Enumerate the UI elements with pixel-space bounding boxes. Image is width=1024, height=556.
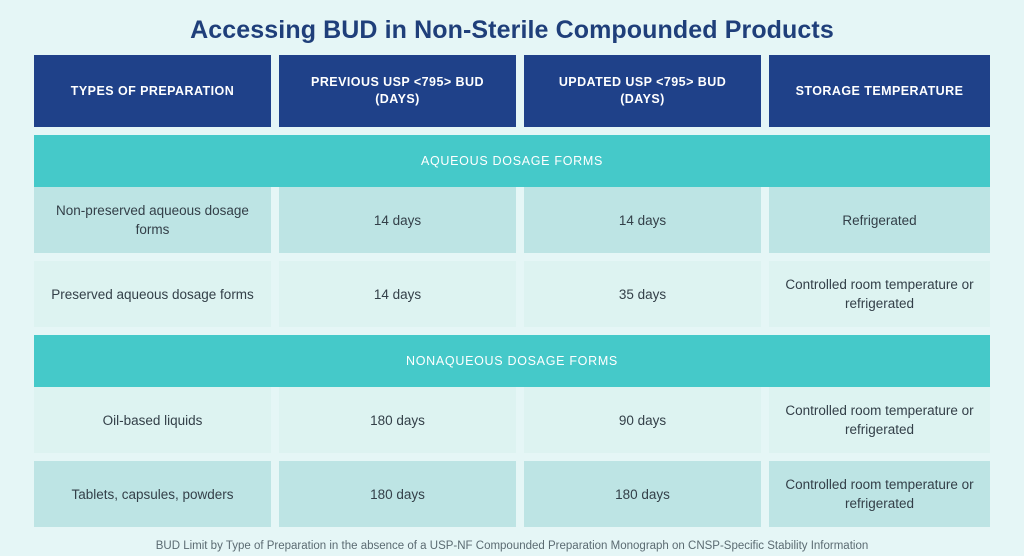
column-header-updated-bud: UPDATED USP <795> BUD (DAYS) [524, 55, 761, 127]
table-header-row: TYPES OF PREPARATION PREVIOUS USP <795> … [34, 55, 990, 127]
table-row: Preserved aqueous dosage forms 14 days 3… [34, 261, 990, 327]
table-row: Tablets, capsules, powders 180 days 180 … [34, 461, 990, 527]
cell-previous-bud: 180 days [279, 461, 516, 527]
cell-preparation: Tablets, capsules, powders [34, 461, 271, 527]
column-header-types-of-preparation: TYPES OF PREPARATION [34, 55, 271, 127]
cell-storage: Controlled room temperature or refrigera… [769, 461, 990, 527]
cell-storage: Refrigerated [769, 187, 990, 253]
cell-updated-bud: 180 days [524, 461, 761, 527]
cell-previous-bud: 14 days [279, 261, 516, 327]
cell-previous-bud: 180 days [279, 387, 516, 453]
page-title: Accessing BUD in Non-Sterile Compounded … [190, 16, 834, 44]
table-row: Non-preserved aqueous dosage forms 14 da… [34, 187, 990, 253]
bud-table: TYPES OF PREPARATION PREVIOUS USP <795> … [34, 55, 990, 527]
cell-updated-bud: 35 days [524, 261, 761, 327]
cell-preparation: Oil-based liquids [34, 387, 271, 453]
table-footnote: BUD Limit by Type of Preparation in the … [155, 540, 869, 552]
column-header-previous-bud: PREVIOUS USP <795> BUD (DAYS) [279, 55, 516, 127]
cell-storage: Controlled room temperature or refrigera… [769, 387, 990, 453]
cell-storage: Controlled room temperature or refrigera… [769, 261, 990, 327]
section-band-nonaqueous: NONAQUEOUS DOSAGE FORMS [34, 335, 990, 387]
cell-updated-bud: 90 days [524, 387, 761, 453]
section-band-aqueous: AQUEOUS DOSAGE FORMS [34, 135, 990, 187]
cell-previous-bud: 14 days [279, 187, 516, 253]
column-header-storage-temperature: STORAGE TEMPERATURE [769, 55, 990, 127]
cell-preparation: Non-preserved aqueous dosage forms [34, 187, 271, 253]
cell-updated-bud: 14 days [524, 187, 761, 253]
table-row: Oil-based liquids 180 days 90 days Contr… [34, 387, 990, 453]
cell-preparation: Preserved aqueous dosage forms [34, 261, 271, 327]
